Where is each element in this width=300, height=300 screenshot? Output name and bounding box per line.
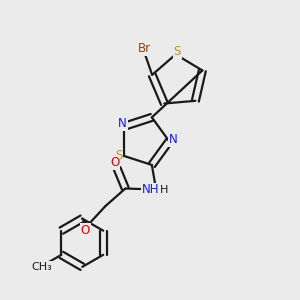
Text: N: N xyxy=(118,117,127,130)
Text: O: O xyxy=(110,156,119,169)
Text: S: S xyxy=(173,45,181,58)
Text: N: N xyxy=(169,133,178,146)
Text: H: H xyxy=(159,185,168,195)
Text: NH: NH xyxy=(142,184,159,196)
Text: Br: Br xyxy=(138,42,152,56)
Text: CH₃: CH₃ xyxy=(31,262,52,272)
Text: S: S xyxy=(115,149,122,162)
Text: O: O xyxy=(81,224,90,237)
